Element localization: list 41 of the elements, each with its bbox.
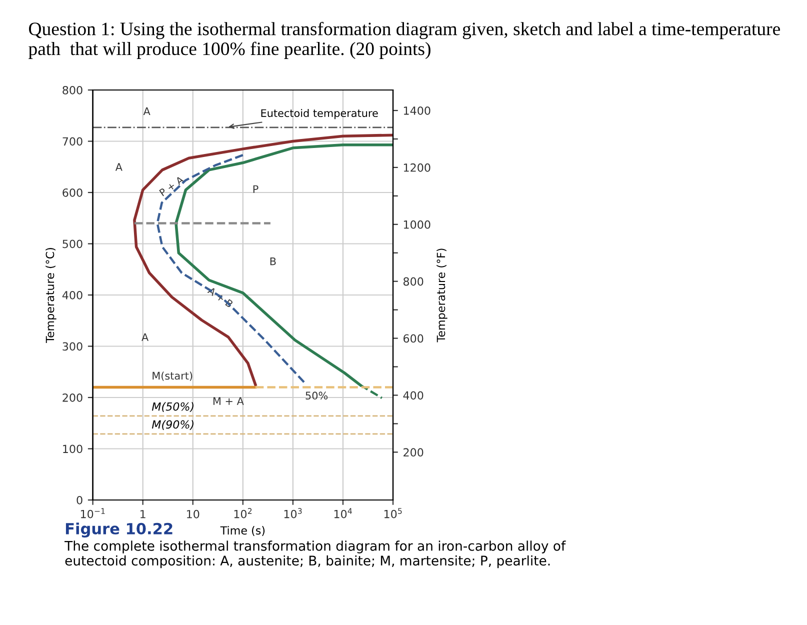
x-tick-label: 10$^{4}$ — [334, 508, 352, 518]
y-tick-label: 600 — [62, 188, 82, 197]
y-tick-label: 200 — [62, 393, 82, 402]
y-axis-title: Temperature (°C) — [46, 248, 56, 343]
x-tick-label: 10$^{−1}$ — [80, 508, 105, 518]
annotation: 50% — [306, 392, 328, 400]
chart-title: Question 1: Using the isothermal transformation diagram given, sketch and label a time-temperature path that will produce 100% fine pearlite. (20 points) — [28, 22, 780, 59]
annotation: A — [115, 163, 122, 171]
x-tick-label: 1 — [140, 510, 146, 518]
annotation: M + A — [213, 397, 244, 405]
y2-tick-label: 1400 — [404, 106, 430, 115]
x-tick-label: 10$^{5}$ — [384, 508, 402, 518]
x-tick-label: 10$^{2}$ — [234, 508, 252, 518]
annotation: A — [142, 333, 149, 341]
y-tick-label: 400 — [62, 290, 82, 300]
y-tick-label: 500 — [62, 240, 82, 248]
annotation: B — [270, 257, 276, 266]
ref-line-label: M(90%) — [152, 420, 194, 430]
annotation: M(start) — [152, 372, 192, 381]
y-tick-label: 100 — [63, 444, 82, 454]
x-tick-label: 10 — [187, 510, 200, 518]
y-tick-label: 700 — [62, 137, 82, 146]
annotation: P — [253, 185, 258, 193]
y-tick-label: 800 — [62, 86, 82, 94]
y2-tick-label: 400 — [403, 391, 424, 400]
y2-axis-title: Temperature (°F) — [436, 248, 448, 342]
y-tick-label: 0 — [76, 496, 82, 504]
ref-line-label: M(50%) — [152, 402, 194, 412]
x-axis-title: Time (s) — [220, 526, 265, 536]
x-tick-label: 10$^{3}$ — [284, 508, 302, 518]
annotation: Eutectoid temperature — [261, 109, 378, 120]
annotation: A — [143, 107, 150, 116]
y-tick-label: 300 — [62, 342, 82, 351]
y2-tick-label: 600 — [404, 334, 424, 343]
y2-tick-label: 200 — [404, 448, 424, 457]
y2-tick-label: 1200 — [404, 163, 430, 172]
text: The complete isothermal transformation diagram for an iron-carbon alloy of eutectoid composition: A, austenite; B, bainite; M, martensite; P, pearlite. — [64, 540, 566, 568]
annotation: P + A — [159, 176, 184, 196]
caption: Figure 10.22 — [66, 522, 172, 538]
y2-tick-label: 800 — [403, 277, 424, 286]
y2-tick-label: 1000 — [404, 220, 430, 229]
